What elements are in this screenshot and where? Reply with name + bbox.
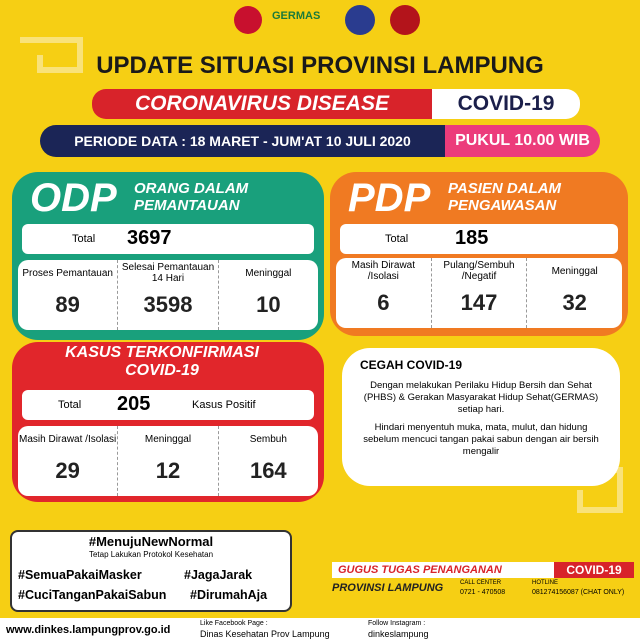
column-value: 12 (155, 458, 181, 483)
instagram-label: Follow Instagram : (368, 620, 426, 627)
columns: Masih Dirawat /Isolasi 29 Meninggal 12 Sembu… (18, 426, 318, 496)
badge: COVID-19 (432, 89, 580, 119)
hotline-label: HOTLINE (532, 580, 559, 586)
total-row: Total 3697 (22, 224, 314, 254)
call-label: CALL CENTER (460, 580, 502, 586)
title: GUGUS TUGAS PENANGANAN (332, 562, 554, 578)
instagram[interactable]: dinkeslampung (368, 629, 429, 639)
name: ORANG DALAM PEMANTAUAN (134, 180, 249, 214)
logo (345, 5, 375, 35)
ornament (20, 37, 83, 73)
task-force: GUGUS TUGAS PENANGANAN COVID-19 PROVINSI… (332, 562, 634, 602)
logo-text: GERMAS (272, 10, 321, 22)
column-value: 10 (256, 292, 281, 317)
period: PERIODE DATA : 18 MARET - JUM'AT 10 JULI… (40, 125, 445, 157)
column-label: Selesai Pemantauan 14 Hari (121, 262, 215, 284)
hashtag-sub: Tetap Lakukan Protokol Kesehatan (88, 550, 214, 559)
total-label: Total (58, 399, 82, 411)
column-value: 147 (460, 290, 498, 315)
column: Pulang/Sembuh /Negatif 147 (430, 258, 527, 328)
code: PDP (348, 176, 431, 220)
column: Selesai Pemantauan 14 Hari 3598 (117, 260, 217, 330)
title: CEGAH COVID-19 (360, 358, 463, 372)
column: Meninggal 12 (117, 426, 217, 496)
column-value: 3598 (143, 292, 193, 317)
name: PASIEN DALAM PENGAWASAN (448, 180, 562, 214)
total: 185 (455, 227, 489, 249)
time: PUKUL 10.00 WIB (445, 125, 600, 157)
facebook[interactable]: Dinas Kesehatan Prov Lampung (200, 629, 330, 639)
column-label: Pulang/Sembuh /Negatif (443, 260, 515, 282)
facebook-label: Like Facebook Page : (200, 620, 268, 627)
badge: COVID-19 (554, 562, 634, 578)
confirmed-panel: KASUS TERKONFIRMASI COVID-19 Total 205 K… (12, 342, 324, 502)
region: PROVINSI LAMPUNG (332, 582, 444, 594)
column: Sembuh 164 (217, 426, 318, 496)
columns: Proses Pemantauan 89 Selesai Pemantauan 14… (18, 260, 318, 330)
column-value: 32 (562, 290, 587, 315)
columns: Masih Dirawat /Isolasi 6 Pulang/Sembuh /Ne… (336, 258, 622, 328)
title: KASUS TERKONFIRMASI COVID-19 (65, 344, 259, 379)
total-row: Total 185 (340, 224, 618, 254)
title: UPDATE SITUASI PROVINSI LAMPUNG (96, 52, 544, 79)
column-value: 29 (55, 458, 80, 483)
column-label: Meninggal (144, 433, 192, 445)
total-label: Total (385, 233, 409, 245)
subtitle: CORONAVIRUS DISEASE (92, 89, 432, 119)
hotline: 081274156087 (CHAT ONLY) (532, 589, 625, 596)
column-label: Meninggal (245, 267, 292, 279)
column: Meninggal 32 (526, 258, 622, 328)
column-value: 164 (249, 458, 287, 483)
hashtag: #MenujuNewNormal (88, 534, 214, 549)
hashtag-box: #MenujuNewNormal Tetap Lakukan Protokol … (10, 530, 292, 612)
column-label: Masih Dirawat /Isolasi (351, 260, 416, 282)
total: 3697 (127, 227, 172, 249)
footer: www.dinkes.lampungprov.go.id Like Facebo… (0, 618, 640, 641)
code: ODP (30, 176, 117, 220)
hashtag: #SemuaPakaiMasker (18, 568, 142, 582)
note: Kasus Positif (192, 399, 256, 411)
paragraph: Hindari menyentuh muka, mata, mulut, dan… (363, 422, 599, 457)
pdp-panel: PDP PASIEN DALAM PENGAWASAN Total 185 Ma… (330, 172, 628, 336)
odp-panel: ODP ORANG DALAM PEMANTAUAN Total 3697 Pr… (12, 172, 324, 340)
column: Masih Dirawat /Isolasi 29 (18, 426, 117, 496)
column-label: Proses Pemantauan (22, 267, 113, 279)
total-label: Total (72, 233, 96, 245)
hashtag: #JagaJarak (184, 568, 253, 582)
column-value: 6 (377, 290, 390, 315)
column-label: Masih Dirawat /Isolasi (19, 433, 117, 445)
total-row: Total 205 Kasus Positif (22, 390, 314, 420)
call: 0721 - 470508 (460, 589, 506, 596)
column-label: Sembuh (249, 433, 287, 445)
prevention-bubble: CEGAH COVID-19 Dengan melakukan Perilaku… (342, 348, 620, 486)
logo (390, 5, 420, 35)
total: 205 (117, 393, 151, 415)
column: Masih Dirawat /Isolasi 6 (336, 258, 431, 328)
hashtag: #DirumahAja (190, 588, 268, 602)
column: Meninggal 10 (217, 260, 318, 330)
logo (234, 6, 262, 34)
column: Proses Pemantauan 89 (18, 260, 117, 330)
hashtag: #CuciTanganPakaiSabun (18, 588, 167, 602)
website[interactable]: www.dinkes.lampungprov.go.id (6, 624, 171, 636)
column-value: 89 (55, 292, 80, 317)
paragraph: Dengan melakukan Perilaku Hidup Bersih d… (363, 380, 599, 415)
column-label: Meninggal (551, 265, 598, 277)
